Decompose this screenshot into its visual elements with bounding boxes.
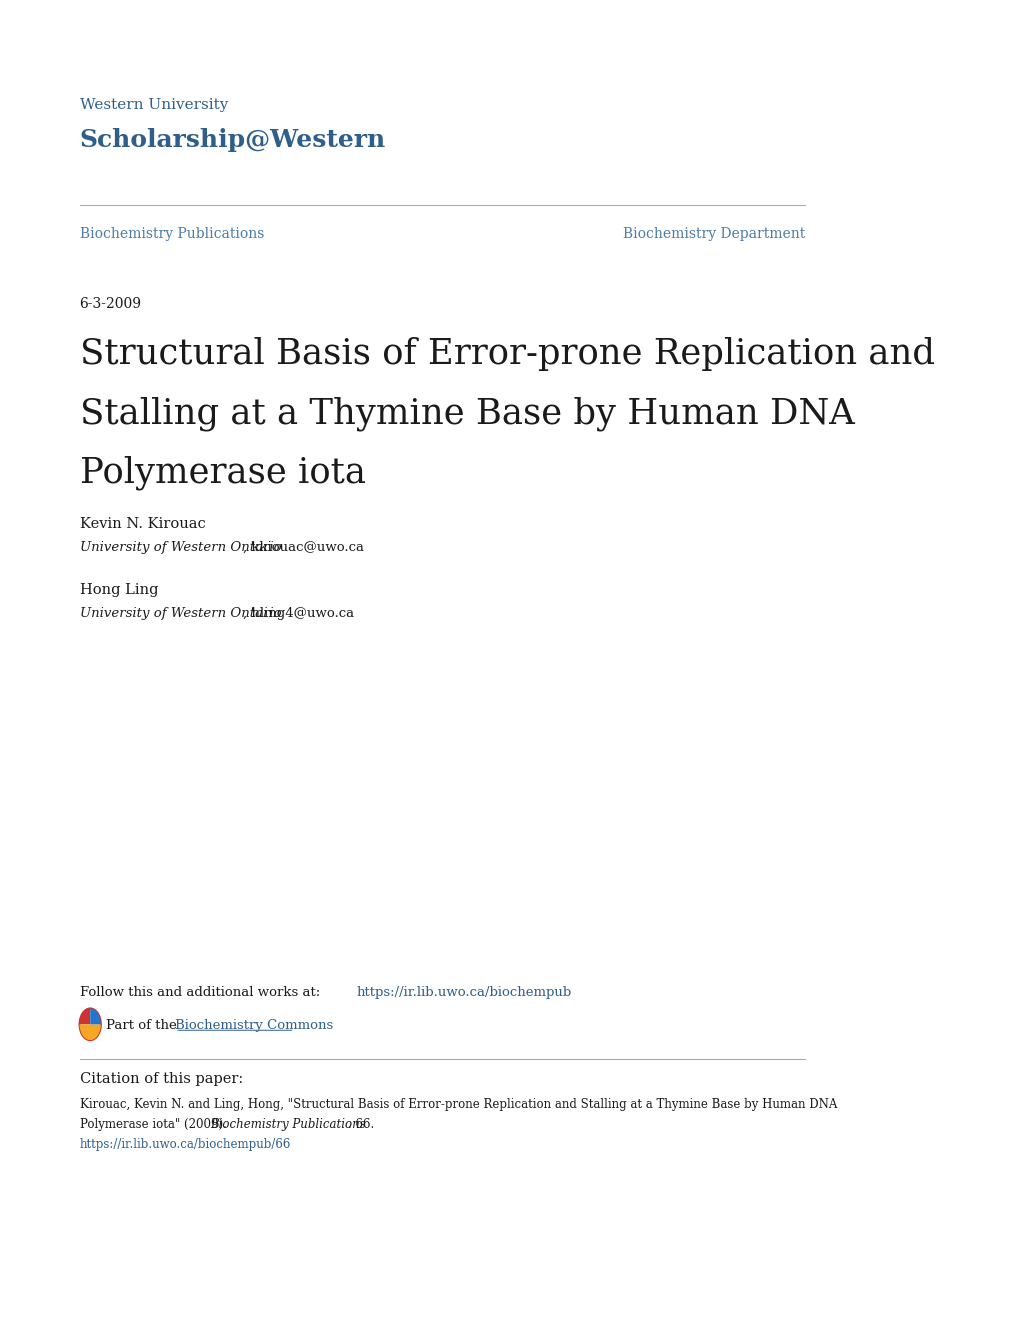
Text: Citation of this paper:: Citation of this paper: [79,1072,243,1086]
Wedge shape [79,1008,90,1024]
Text: Hong Ling: Hong Ling [79,583,158,598]
Text: . 66.: . 66. [347,1118,373,1131]
Wedge shape [90,1008,101,1024]
Text: Western University: Western University [79,98,227,112]
Text: Part of the: Part of the [106,1019,181,1032]
Text: Polymerase iota: Polymerase iota [79,455,365,490]
Text: Biochemistry Department: Biochemistry Department [622,227,804,242]
Text: University of Western Ontario: University of Western Ontario [79,607,281,620]
Text: https://ir.lib.uwo.ca/biochempub/66: https://ir.lib.uwo.ca/biochempub/66 [79,1138,290,1151]
Text: Scholarship@Western: Scholarship@Western [79,128,385,152]
Text: Biochemistry Publications: Biochemistry Publications [210,1118,366,1131]
Text: Stalling at a Thymine Base by Human DNA: Stalling at a Thymine Base by Human DNA [79,396,854,430]
Text: Follow this and additional works at:: Follow this and additional works at: [79,986,324,999]
Text: , kkiouac@uwo.ca: , kkiouac@uwo.ca [243,541,364,554]
Wedge shape [79,1024,101,1040]
Text: 6-3-2009: 6-3-2009 [79,297,142,312]
Text: Structural Basis of Error-prone Replication and: Structural Basis of Error-prone Replicat… [79,337,933,371]
Text: Polymerase iota" (2009).: Polymerase iota" (2009). [79,1118,230,1131]
Text: Biochemistry Publications: Biochemistry Publications [79,227,264,242]
Text: University of Western Ontario: University of Western Ontario [79,541,281,554]
Text: Kirouac, Kevin N. and Ling, Hong, "Structural Basis of Error-prone Replication a: Kirouac, Kevin N. and Ling, Hong, "Struc… [79,1098,837,1111]
Text: , hling4@uwo.ca: , hling4@uwo.ca [243,607,354,620]
Text: https://ir.lib.uwo.ca/biochempub: https://ir.lib.uwo.ca/biochempub [356,986,571,999]
Text: Kevin N. Kirouac: Kevin N. Kirouac [79,517,205,532]
Text: Biochemistry Commons: Biochemistry Commons [175,1019,333,1032]
